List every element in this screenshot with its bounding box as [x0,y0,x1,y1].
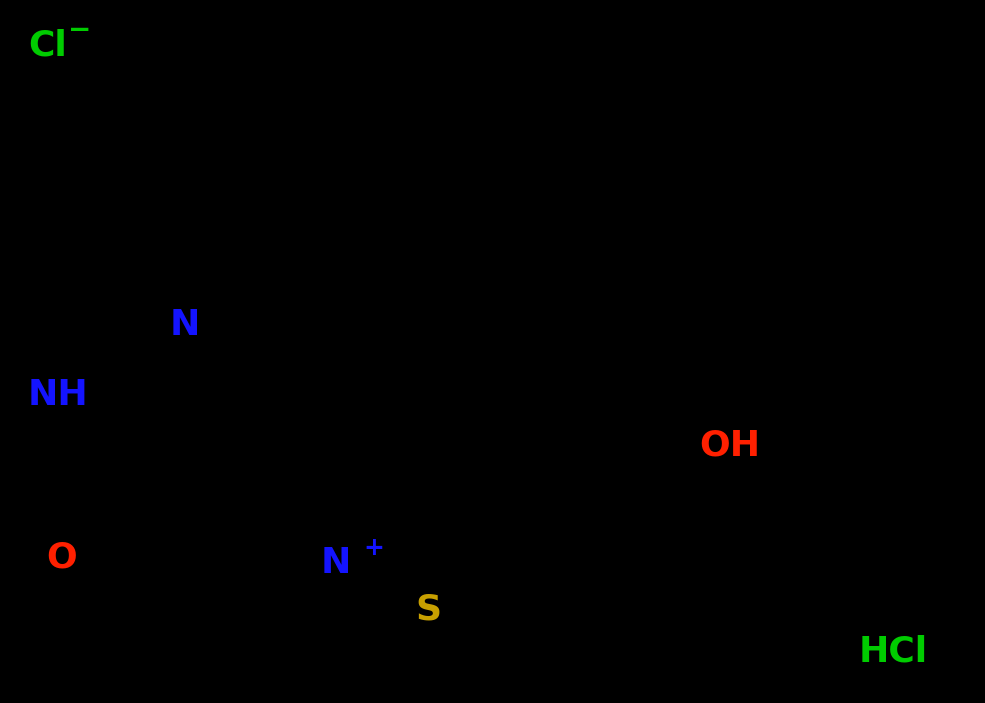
Text: Cl: Cl [28,28,67,62]
Text: S: S [415,593,441,627]
Text: N: N [321,546,352,580]
Text: O: O [46,540,78,574]
Text: NH: NH [28,378,89,412]
Text: N: N [169,308,200,342]
Text: HCl: HCl [859,635,928,669]
Text: −: − [68,16,92,44]
Text: +: + [363,536,384,560]
Text: OH: OH [699,428,760,462]
